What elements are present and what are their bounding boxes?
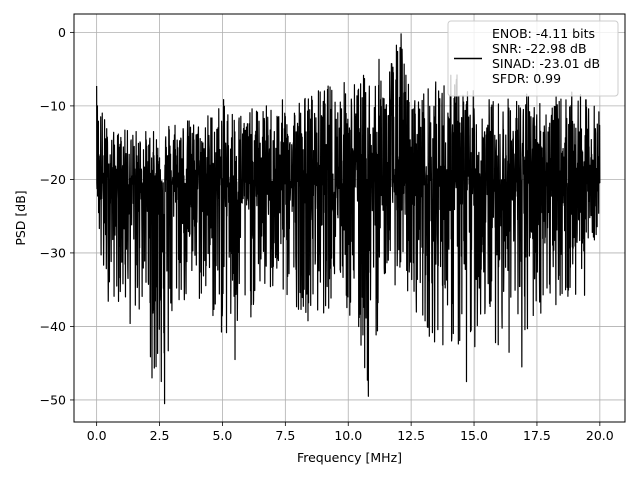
y-tick-label: −30 — [40, 245, 66, 260]
legend-line-sfdr: SFDR: 0.99 — [492, 71, 561, 86]
x-tick-label: 7.5 — [275, 428, 295, 443]
y-axis-label: PSD [dB] — [13, 190, 28, 245]
y-tick-label: 0 — [58, 25, 66, 40]
psd-series-group — [96, 33, 601, 405]
x-tick-label: 5.0 — [212, 428, 232, 443]
y-tick-label: −10 — [40, 98, 66, 113]
x-tick-label: 15.0 — [460, 428, 488, 443]
x-tick-label: 0.0 — [87, 428, 107, 443]
y-tick-label: −40 — [40, 319, 66, 334]
x-tick-label: 2.5 — [150, 428, 170, 443]
legend-line-snr: SNR: -22.98 dB — [492, 41, 587, 56]
x-axis-label: Frequency [MHz] — [297, 450, 402, 465]
plot-frame — [73, 13, 626, 423]
y-tick-label: −20 — [40, 172, 66, 187]
x-axis-ticks: 0.0 2.5 5.0 7.5 10.0 12.5 15.0 17.5 20.0 — [87, 422, 614, 443]
x-tick-label: 10.0 — [334, 428, 362, 443]
legend: ENOB: -4.11 bits SNR: -22.98 dB SINAD: -… — [447, 20, 619, 97]
x-tick-label: 12.5 — [397, 428, 425, 443]
x-tick-label: 20.0 — [586, 428, 614, 443]
legend-line-enob: ENOB: -4.11 bits — [492, 26, 595, 41]
y-axis-ticks: 0 −10 −20 −30 −40 −50 — [40, 25, 74, 407]
y-tick-label: −50 — [40, 392, 66, 407]
legend-line-sinad: SINAD: -23.01 dB — [492, 56, 600, 71]
psd-series-line — [96, 33, 601, 405]
legend-box — [447, 20, 619, 97]
x-tick-label: 17.5 — [523, 428, 551, 443]
